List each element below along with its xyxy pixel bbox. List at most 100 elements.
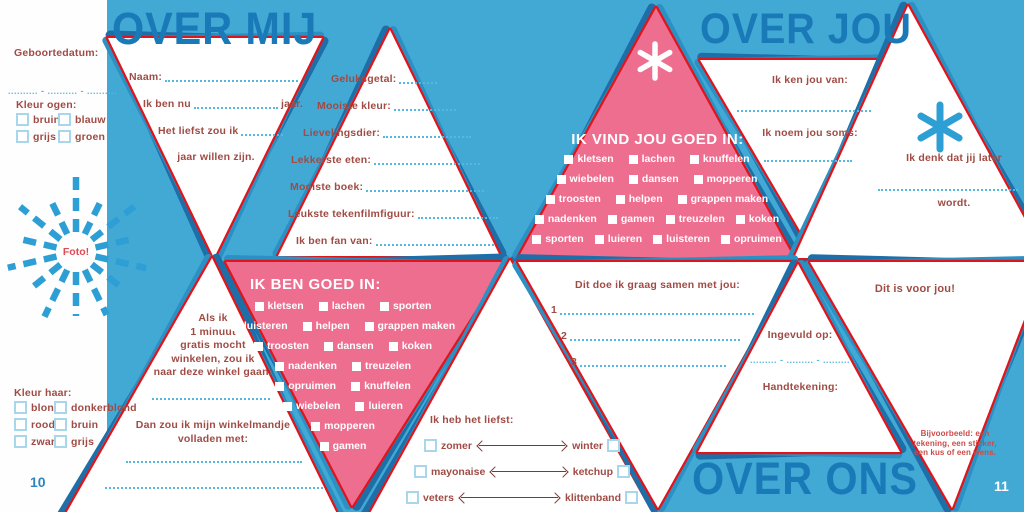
checkbox[interactable] bbox=[379, 301, 389, 311]
skill-row: troosten helpen grappen maken bbox=[518, 189, 796, 209]
triangle-favorites bbox=[272, 25, 507, 264]
preference-left: mayonaise bbox=[431, 465, 486, 478]
skill-label: koken bbox=[748, 213, 780, 225]
skill-option: gamen bbox=[319, 440, 366, 452]
skill-option: luieren bbox=[594, 233, 642, 245]
together-field-line[interactable] bbox=[570, 329, 740, 341]
checkbox[interactable] bbox=[689, 154, 699, 164]
double-arrow-icon bbox=[492, 471, 566, 472]
checkbox[interactable] bbox=[54, 435, 67, 448]
checkbox[interactable] bbox=[388, 341, 398, 351]
basket-field-line[interactable] bbox=[105, 487, 323, 489]
skill-option: wiebelen bbox=[556, 173, 614, 185]
checkbox[interactable] bbox=[617, 465, 630, 478]
skill-option: lachen bbox=[628, 153, 675, 165]
checkbox[interactable] bbox=[274, 361, 284, 371]
signature-date-field-line[interactable]: ......... - ......... - ......... bbox=[749, 355, 850, 365]
favorite-field-line[interactable] bbox=[366, 180, 485, 192]
triangle-gift bbox=[804, 254, 1024, 512]
checkbox[interactable] bbox=[14, 418, 27, 431]
skill-row: wiebelen luieren bbox=[222, 396, 464, 416]
checkbox[interactable] bbox=[54, 401, 67, 414]
checkbox[interactable] bbox=[653, 234, 663, 244]
favorite-field-line[interactable] bbox=[383, 126, 472, 138]
option-label: rood bbox=[31, 418, 56, 431]
checkbox[interactable] bbox=[14, 435, 27, 448]
checkbox[interactable] bbox=[58, 130, 71, 143]
checkbox[interactable] bbox=[607, 214, 617, 224]
shop-field-line[interactable] bbox=[152, 398, 270, 400]
checkbox[interactable] bbox=[625, 491, 638, 504]
checkbox[interactable] bbox=[58, 113, 71, 126]
favorite-field-line[interactable] bbox=[393, 99, 456, 111]
checkbox[interactable] bbox=[677, 194, 687, 204]
wish-field-line[interactable] bbox=[241, 124, 283, 136]
checkbox[interactable] bbox=[311, 421, 321, 431]
checkbox[interactable] bbox=[532, 234, 542, 244]
preference-row: zomer winter bbox=[424, 439, 620, 452]
checkbox[interactable] bbox=[424, 439, 437, 452]
checkbox[interactable] bbox=[275, 381, 285, 391]
checkbox[interactable] bbox=[564, 154, 574, 164]
option-label: blond bbox=[31, 401, 61, 414]
together-field-line[interactable] bbox=[560, 303, 754, 315]
favorite-field-line[interactable] bbox=[374, 153, 481, 165]
checkbox[interactable] bbox=[406, 491, 419, 504]
name-field-line[interactable] bbox=[165, 70, 298, 82]
checkbox[interactable] bbox=[628, 154, 638, 164]
checkbox[interactable] bbox=[253, 341, 263, 351]
checkbox[interactable] bbox=[735, 214, 745, 224]
skill-label: kletsen bbox=[267, 300, 304, 312]
together-number: 2 bbox=[561, 330, 568, 342]
checkbox[interactable] bbox=[319, 441, 329, 451]
nickname-field-line[interactable] bbox=[764, 160, 852, 162]
skill-option: luisteren bbox=[230, 320, 288, 332]
skill-label: dansen bbox=[641, 173, 679, 185]
skill-option: treuzelen bbox=[351, 360, 411, 372]
favorite-field-line[interactable] bbox=[417, 207, 498, 219]
checkbox[interactable] bbox=[414, 465, 427, 478]
birthdate-field-line[interactable]: .......... - .......... - .......... bbox=[8, 86, 118, 96]
checkbox[interactable] bbox=[254, 301, 264, 311]
checkbox[interactable] bbox=[615, 194, 625, 204]
checkbox[interactable] bbox=[720, 234, 730, 244]
checkbox[interactable] bbox=[283, 401, 293, 411]
checkbox[interactable] bbox=[351, 361, 361, 371]
checkbox[interactable] bbox=[16, 130, 29, 143]
known-from-field-line[interactable] bbox=[737, 110, 871, 112]
checkbox[interactable] bbox=[230, 321, 240, 331]
checkbox[interactable] bbox=[607, 439, 620, 452]
skill-row: opruimen knuffelen bbox=[222, 376, 464, 396]
checkbox[interactable] bbox=[54, 418, 67, 431]
together-field-line[interactable] bbox=[580, 355, 726, 367]
checkbox[interactable] bbox=[556, 174, 566, 184]
checkbox[interactable] bbox=[534, 214, 544, 224]
checkbox[interactable] bbox=[14, 401, 27, 414]
checkbox[interactable] bbox=[16, 113, 29, 126]
checkbox[interactable] bbox=[355, 401, 365, 411]
page-number-left: 10 bbox=[30, 474, 46, 490]
checkbox[interactable] bbox=[594, 234, 604, 244]
basket-field-line[interactable] bbox=[126, 461, 302, 463]
checkbox[interactable] bbox=[693, 174, 703, 184]
skill-option: dansen bbox=[323, 340, 374, 352]
skill-option: treuzelen bbox=[665, 213, 725, 225]
page-number-right: 11 bbox=[994, 478, 1009, 494]
checkbox[interactable] bbox=[665, 214, 675, 224]
checkbox[interactable] bbox=[351, 381, 361, 391]
favorite-field-line[interactable] bbox=[399, 72, 438, 84]
skill-label: wiebelen bbox=[569, 173, 614, 185]
skill-label: luisteren bbox=[666, 233, 710, 245]
checkbox[interactable] bbox=[302, 321, 312, 331]
age-field-line[interactable] bbox=[193, 97, 278, 109]
skill-label: knuffelen bbox=[702, 153, 750, 165]
favorite-field-line[interactable] bbox=[375, 234, 494, 246]
skill-option: opruimen bbox=[720, 233, 782, 245]
checkbox[interactable] bbox=[323, 341, 333, 351]
future-field-line[interactable] bbox=[878, 189, 1018, 191]
checkbox[interactable] bbox=[364, 321, 374, 331]
checkbox[interactable] bbox=[318, 301, 328, 311]
checkbox[interactable] bbox=[628, 174, 638, 184]
checkbox[interactable] bbox=[545, 194, 555, 204]
basket-line: volladen met: bbox=[177, 432, 249, 445]
